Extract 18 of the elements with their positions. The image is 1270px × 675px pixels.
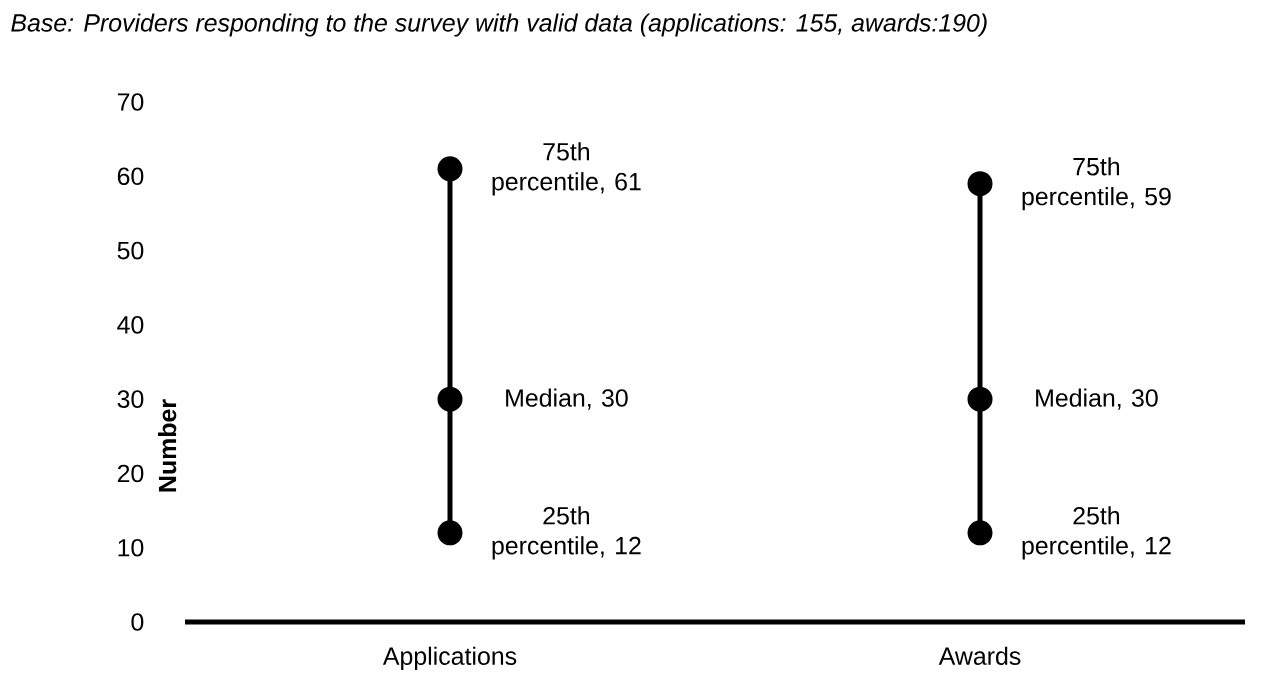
data-label: 25th percentile, 12 [492,506,641,560]
data-label: 75th percentile, 59 [1022,157,1171,211]
data-label: Median, 30 [1036,388,1158,410]
y-tick-label: 10 [118,538,144,557]
y-tick-label: 20 [117,464,144,483]
data-label: 25th percentile, 12 [1022,506,1171,560]
y-tick-label: 70 [117,93,144,111]
y-tick-label: 40 [117,316,144,334]
x-tick-label: Applications [382,646,517,670]
y-tick-label: 30 [117,390,144,408]
y-tick-label: 0 [131,613,144,631]
y-tick-label: 50 [117,241,144,260]
y-axis-title: Number [158,399,177,492]
data-label: Median, 30 [506,388,628,410]
data-label: 75th percentile, 61 [492,142,641,196]
y-tick-label: 60 [117,167,144,186]
chart-title: Base: Providers responding to the survey with valid data (applications: 155, awards:190) [11,13,987,37]
x-tick-label: Awards [938,646,1021,665]
